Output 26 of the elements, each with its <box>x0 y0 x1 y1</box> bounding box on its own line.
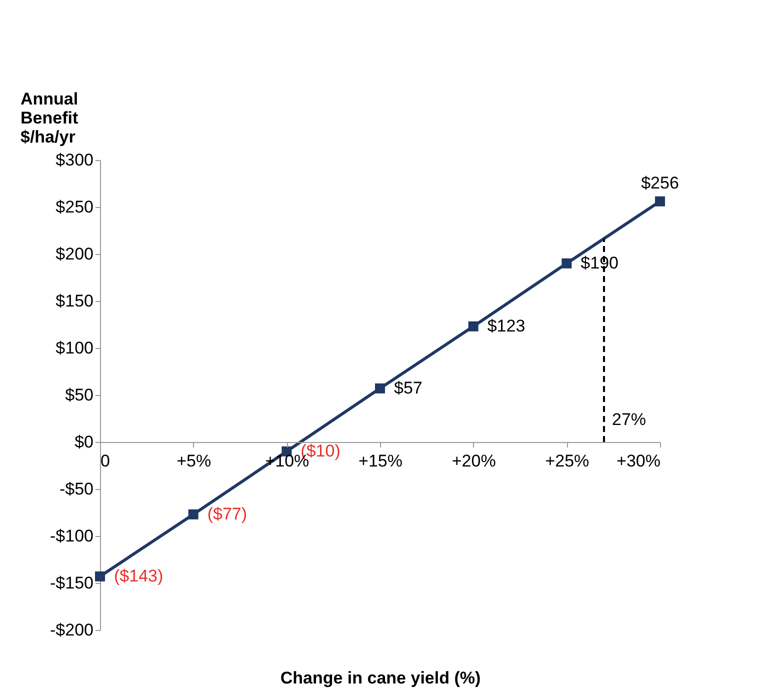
x-tick-label: +25% <box>545 452 590 470</box>
data-label: $256 <box>641 173 679 192</box>
y-tick-label: $0 <box>74 432 94 452</box>
y-tick-label: $300 <box>56 150 94 170</box>
x-axis-title: Change in cane yield (%) <box>280 668 481 688</box>
y-tick-label: -$150 <box>50 574 94 592</box>
data-label: $123 <box>487 316 526 336</box>
x-tick-label: +5% <box>176 452 212 470</box>
y-tick-label: -$100 <box>50 526 94 546</box>
data-label: ($77) <box>207 504 248 524</box>
y-axis-title: Annual Benefit $/ha/yr <box>20 90 78 146</box>
x-tick-label: 0 <box>100 452 110 470</box>
y-tick-label: $250 <box>56 198 94 216</box>
x-tick-label: +20% <box>452 452 496 470</box>
x-tick-label: +30% <box>616 452 660 470</box>
y-tick-label: $150 <box>56 292 94 310</box>
data-label: $190 <box>580 253 618 272</box>
data-label: $57 <box>394 378 422 398</box>
y-tick-label: $200 <box>56 244 94 264</box>
y-tick-label: $100 <box>56 338 94 358</box>
ref-line-label: 27% <box>612 410 646 429</box>
y-tick-label: $50 <box>65 386 94 404</box>
data-label: ($143) <box>114 566 164 586</box>
y-tick-label: -$50 <box>59 480 94 498</box>
x-tick-label: +15% <box>358 452 402 470</box>
y-tick-label: -$200 <box>50 620 94 640</box>
